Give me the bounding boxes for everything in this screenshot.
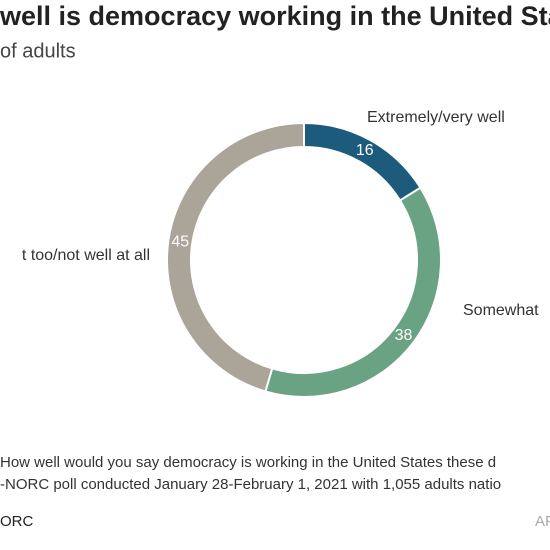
slice-label: t too/not well at all [22,247,150,264]
donut-slice [166,121,305,393]
note: -NORC poll conducted January 28-February… [0,476,501,493]
slice-label: Extremely/very well [367,109,505,126]
logo: AP [535,513,550,530]
chart-subtitle: of adults [0,40,76,62]
chart-title: well is democracy working in the United … [0,1,550,31]
slice-label: Somewhat [463,302,539,319]
note: How well would you say democracy is work… [0,454,496,471]
source: ORC [0,513,34,530]
value-label: 38 [395,327,413,344]
value-label: 45 [171,233,189,250]
value-label: 16 [356,142,374,159]
